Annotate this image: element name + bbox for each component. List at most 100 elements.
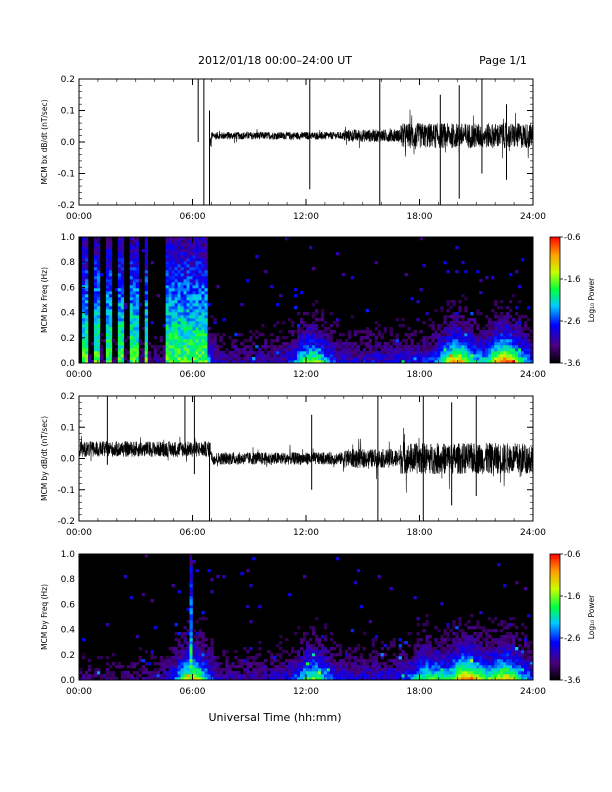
- heatmap-cell: [515, 345, 519, 349]
- heatmap-cell: [512, 659, 516, 663]
- heatmap-cell: [282, 321, 286, 325]
- heatmap-cell: [186, 279, 190, 283]
- heatmap-cell: [359, 605, 364, 609]
- heatmap-cell: [353, 345, 358, 349]
- heatmap-cell: [201, 659, 205, 663]
- heatmap-cell: [168, 330, 172, 334]
- heatmap-cell: [485, 348, 489, 352]
- heatmap-cell: [386, 665, 390, 669]
- heatmap-cell: [195, 336, 199, 340]
- heatmap-cell: [300, 330, 304, 334]
- heatmap-cell: [267, 677, 271, 681]
- heatmap-cell: [177, 255, 181, 259]
- heatmap-cell: [180, 288, 184, 292]
- heatmap-cell: [374, 656, 378, 660]
- heatmap-cell: [485, 357, 489, 361]
- heatmap-cell: [425, 677, 429, 681]
- heatmap-cell: [243, 360, 247, 364]
- heatmap-cell: [249, 351, 253, 355]
- heatmap-cell: [168, 647, 172, 651]
- heatmap-cell: [144, 315, 148, 319]
- heatmap-cell: [186, 255, 190, 259]
- heatmap-cell: [512, 635, 516, 639]
- heatmap-cell: [282, 345, 286, 349]
- heatmap-cell: [180, 243, 184, 247]
- heatmap-cell: [371, 333, 375, 337]
- heatmap-cell: [252, 668, 256, 672]
- heatmap-cell: [434, 348, 438, 352]
- heatmap-cell: [201, 611, 205, 615]
- heatmap-cell: [264, 665, 268, 669]
- heatmap-cell: [371, 641, 375, 645]
- heatmap-cell: [207, 336, 211, 340]
- heatmap-cell: [521, 330, 525, 334]
- heatmap-cell: [458, 620, 462, 624]
- heatmap-cell: [288, 662, 292, 666]
- heatmap-cell: [386, 351, 390, 355]
- heatmap-cell: [401, 662, 405, 666]
- heatmap-cell: [452, 656, 456, 660]
- heatmap-cell: [359, 656, 364, 660]
- heatmap-cell: [276, 336, 280, 340]
- heatmap-cell: [413, 333, 417, 337]
- heatmap-cell: [461, 653, 465, 657]
- heatmap-cell: [186, 336, 190, 340]
- heatmap-cell: [455, 315, 459, 319]
- heatmap-cell: [177, 300, 181, 304]
- heatmap-cell: [314, 647, 319, 651]
- heatmap-cell: [449, 653, 453, 657]
- heatmap-cell: [120, 261, 125, 265]
- heatmap-cell: [177, 243, 181, 247]
- heatmap-cell: [189, 650, 193, 654]
- heatmap-cell: [174, 650, 178, 654]
- heatmap-cell: [210, 656, 214, 660]
- heatmap-cell: [482, 327, 486, 331]
- heatmap-cell: [458, 653, 462, 657]
- heatmap-cell: [458, 617, 462, 621]
- heatmap-cell: [129, 345, 134, 349]
- heatmap-cell: [311, 632, 316, 636]
- heatmap-cell: [189, 324, 193, 328]
- heatmap-cell: [165, 315, 169, 319]
- heatmap-cell: [270, 285, 274, 289]
- heatmap-cell: [395, 677, 399, 681]
- heatmap-cell: [473, 626, 477, 630]
- heatmap-cell: [129, 249, 134, 253]
- heatmap-cell: [314, 318, 319, 322]
- heatmap-cell: [413, 668, 417, 672]
- heatmap-cell: [108, 671, 113, 675]
- heatmap-cell: [311, 671, 316, 675]
- heatmap-cell: [503, 333, 507, 337]
- heatmap-cell: [195, 671, 199, 675]
- heatmap-cell: [105, 276, 110, 280]
- heatmap-cell: [443, 348, 447, 352]
- heatmap-cell: [512, 294, 516, 298]
- heatmap-cell: [105, 312, 110, 316]
- heatmap-cell: [96, 252, 101, 256]
- heatmap-cell: [153, 668, 157, 672]
- heatmap-cell: [434, 351, 438, 355]
- heatmap-cell: [135, 252, 140, 256]
- heatmap-cell: [264, 360, 268, 364]
- heatmap-cell: [129, 677, 134, 681]
- heatmap-cell: [132, 318, 137, 322]
- heatmap-cell: [503, 584, 507, 588]
- heatmap-cell: [407, 348, 411, 352]
- heatmap-cell: [237, 357, 241, 361]
- heatmap-cell: [434, 342, 438, 346]
- heatmap-cell: [198, 306, 202, 310]
- panels: 00:00 06:00 12:00 18:00 24:000.20.10.0-0.1-0…: [40, 75, 596, 697]
- heatmap-cell: [344, 357, 349, 361]
- heatmap-cell: [162, 354, 166, 358]
- heatmap-cell: [440, 330, 444, 334]
- heatmap-cell: [314, 333, 319, 337]
- heatmap-cell: [482, 647, 486, 651]
- heatmap-cell: [470, 644, 474, 648]
- heatmap-cell: [410, 342, 414, 346]
- heatmap-cell: [332, 348, 337, 352]
- heatmap-cell: [255, 677, 259, 681]
- heatmap-cell: [243, 671, 247, 675]
- heatmap-cell: [294, 306, 298, 310]
- heatmap-cell: [201, 237, 205, 241]
